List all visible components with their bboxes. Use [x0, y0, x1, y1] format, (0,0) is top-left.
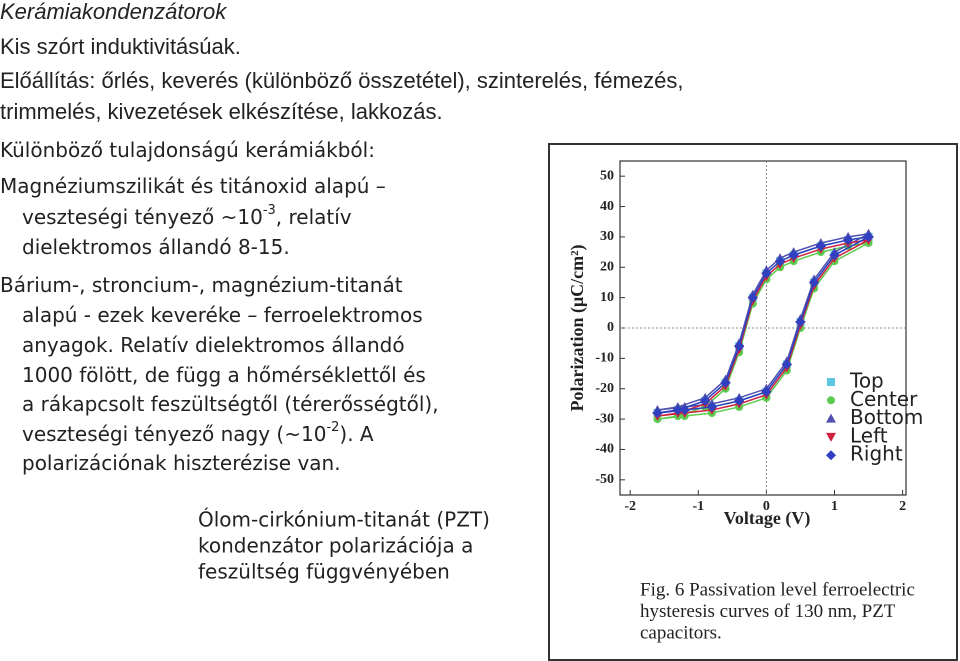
- body-line: trimmelés, kivezetések elkészítése, lakk…: [0, 99, 443, 124]
- body-line: veszteségi tényező ~10-3, relatív: [22, 203, 352, 229]
- figure-caption: Fig. 6 Passivation level ferroelectric: [640, 579, 915, 600]
- data-point: [679, 404, 690, 415]
- body-line: Kis szórt induktivitásúak.: [0, 34, 241, 59]
- line-text: anyagok. Relatív dielektromos állandó: [22, 333, 405, 357]
- data-point: [672, 404, 683, 415]
- legend-label: Right: [850, 442, 903, 466]
- data-point: [843, 234, 854, 245]
- superscript: -2: [326, 420, 339, 435]
- data-point: [809, 277, 820, 288]
- superscript: -3: [263, 203, 276, 218]
- line-text: Bárium-, stroncium-, magnézium-titanát: [0, 273, 403, 297]
- body-line: Bárium-, stroncium-, magnézium-titanát: [0, 273, 403, 297]
- y-tick-label: -40: [595, 442, 614, 457]
- data-point: [720, 377, 731, 388]
- y-tick-label: -10: [595, 351, 614, 366]
- line-text: Kis szórt induktivitásúak.: [0, 34, 241, 59]
- figure-caption: hysteresis curves of 130 nm, PZT: [640, 601, 896, 622]
- y-tick-label: 20: [600, 259, 614, 274]
- data-point: [761, 386, 772, 397]
- body-line: Különböző tulajdonságú kerámiákból:: [0, 138, 375, 162]
- legend-marker: [826, 432, 836, 442]
- body-line: veszteségi tényező nagy (~10-2). A: [22, 420, 374, 446]
- body-line: 1000 fölött, de függ a hőmérséklettől és: [22, 363, 426, 387]
- legend-label: Top: [849, 369, 884, 393]
- body-line: anyagok. Relatív dielektromos állandó: [22, 333, 405, 357]
- x-tick-label: 2: [899, 499, 906, 514]
- legend-label: Left: [850, 423, 888, 447]
- data-point: [795, 316, 806, 327]
- figure-note: kondenzátor polarizációja a: [198, 534, 473, 558]
- y-tick-label: -50: [595, 472, 614, 487]
- data-point: [734, 341, 745, 352]
- line-text: polarizációnak hiszterézise van.: [22, 451, 341, 475]
- line-tail: , relatív: [276, 205, 352, 229]
- y-tick-label: 0: [607, 320, 614, 335]
- line-text: dielektromos állandó 8-15.: [22, 235, 290, 259]
- line-text: 1000 fölött, de függ a hőmérséklettől és: [22, 363, 426, 387]
- line-text: Előállítás: őrlés, keverés (különböző ös…: [0, 68, 684, 93]
- data-point: [815, 241, 826, 252]
- x-tick-label: -2: [624, 499, 636, 514]
- x-tick-label: -1: [692, 499, 704, 514]
- y-tick-label: 30: [600, 229, 614, 244]
- figure-caption: capacitors.: [640, 622, 722, 643]
- line-tail: ). A: [339, 422, 374, 446]
- data-point: [706, 401, 717, 412]
- body-line: Előállítás: őrlés, keverés (különböző ös…: [0, 68, 684, 93]
- y-tick-label: 50: [600, 168, 614, 183]
- x-axis-label: Voltage (V): [724, 508, 811, 529]
- data-point: [734, 395, 745, 406]
- x-tick-label: 0: [763, 499, 770, 514]
- y-tick-label: -30: [595, 411, 614, 426]
- data-point: [700, 395, 711, 406]
- slide-title: Kerámiakondenzátorok: [0, 0, 227, 24]
- line-text: veszteségi tényező ~10: [22, 205, 263, 229]
- data-point: [863, 231, 874, 242]
- y-tick-label: -20: [595, 381, 614, 396]
- line-text: a rákapcsolt feszültségtől (térerősségtő…: [22, 392, 439, 416]
- data-point: [652, 408, 663, 419]
- figure-note: Ólom-cirkónium-titanát (PZT): [198, 508, 490, 532]
- figure-note: feszültség függvényében: [198, 560, 450, 584]
- line-text: alapú - ezek keveréke – ferroelektromos: [22, 303, 423, 327]
- legend-label: Bottom: [850, 405, 923, 429]
- y-tick-label: 40: [600, 199, 614, 214]
- data-point: [829, 250, 840, 261]
- line-text: trimmelés, kivezetések elkészítése, lakk…: [0, 99, 443, 124]
- body-line: dielektromos állandó 8-15.: [22, 235, 290, 259]
- body-line: polarizációnak hiszterézise van.: [22, 451, 341, 475]
- legend-label: Center: [850, 387, 918, 411]
- data-point: [775, 256, 786, 267]
- legend-marker: [827, 396, 835, 405]
- line-text: Különböző tulajdonságú kerámiákból:: [0, 138, 375, 162]
- legend-marker: [826, 450, 836, 461]
- line-text: veszteségi tényező nagy (~10: [22, 422, 326, 446]
- x-tick-label: 1: [831, 499, 838, 514]
- legend-marker: [827, 378, 835, 386]
- body-line: alapú - ezek keveréke – ferroelektromos: [22, 303, 423, 327]
- y-axis-label: Polarization (μC/cm²): [567, 244, 588, 411]
- data-point: [788, 250, 799, 261]
- y-tick-label: 10: [600, 290, 614, 305]
- line-text: Magnéziumszilikát és titánoxid alapú –: [0, 174, 386, 198]
- data-point: [781, 359, 792, 370]
- body-line: a rákapcsolt feszültségtől (térerősségtő…: [22, 392, 439, 416]
- legend-marker: [826, 413, 836, 423]
- data-point: [747, 292, 758, 303]
- body-line: Magnéziumszilikát és titánoxid alapú –: [0, 174, 386, 198]
- data-point: [761, 268, 772, 279]
